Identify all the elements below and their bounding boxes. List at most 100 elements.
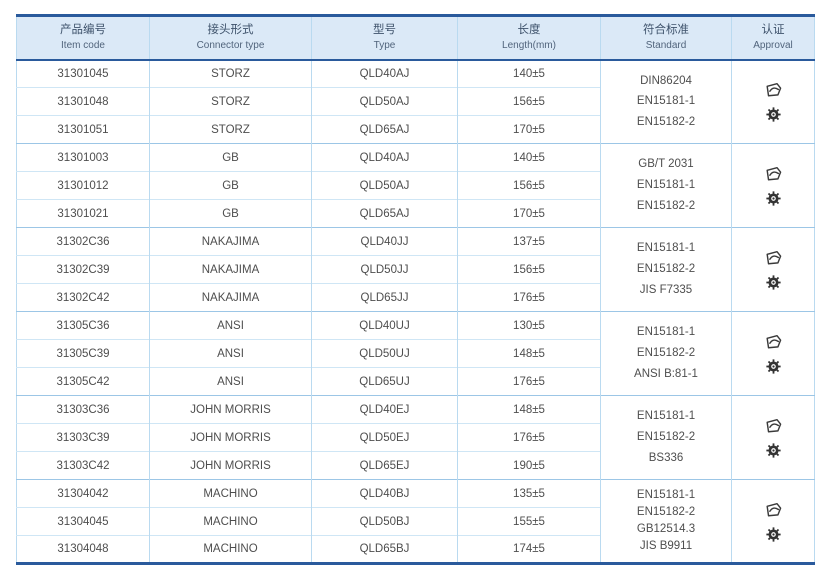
table-row: 31305C36 ANSI QLD40UJ 130±5 EN15181-1 EN15182… [16,311,815,396]
standards-cell: EN15181-1 EN15182-2 GB12514.3 JIS B9911 [600,479,732,564]
length-cell: 156±5 [457,87,601,116]
table-row: 31301021 GB QLD65AJ 170±5 [16,199,815,228]
connector-type-cell: NAKAJIMA [149,255,312,284]
table-row: 31301048 STORZ QLD50AJ 156±5 [16,87,815,116]
standard-line: EN15181-1 [636,326,696,339]
item-code-cell: 31305C42 [16,367,150,396]
header-length: 长度 Length(mm) [457,15,601,61]
connector-type-cell: ANSI [149,311,312,340]
standards-cell: EN15181-1 EN15182-2 JIS F7335 [600,227,732,312]
header-approval: 认证 Approval [731,15,815,61]
certification-logo-icon [763,417,783,434]
length-cell: 155±5 [457,507,601,536]
item-code-cell: 31303C42 [16,451,150,480]
type-cell: QLD65BJ [311,535,458,564]
type-cell: QLD65UJ [311,367,458,396]
type-cell: QLD40AJ [311,59,458,88]
type-cell: QLD50JJ [311,255,458,284]
product-spec-table: 产品编号 Item code 接头形式 Connector type 型号 Ty… [16,14,815,565]
table-row: 31303C42 JOHN MORRIS QLD65EJ 190±5 [16,451,815,480]
type-cell: QLD50AJ [311,171,458,200]
table-row: 31305C39 ANSI QLD50UJ 148±5 [16,339,815,368]
item-code-cell: 31301045 [57,67,109,80]
type-cell: QLD40AJ [311,143,458,172]
connector-type-cell: MACHINO [149,535,312,564]
approval-cell [731,479,815,564]
product-spec-table-wrap: 产品编号 Item code 接头形式 Connector type 型号 Ty… [16,14,815,565]
type-cell: QLD40UJ [311,311,458,340]
type-cell: QLD50EJ [311,423,458,452]
item-code-cell: 31301003 [16,143,150,172]
connector-type-cell: JOHN MORRIS [149,395,312,424]
type-cell: QLD40EJ [311,395,458,424]
standard-line: EN15181-1 [636,488,696,501]
approval-cell [731,311,815,396]
header-approval-zh: 认证 [761,24,785,37]
standards-cell: EN15181-1 EN15182-2 ANSI B:81-1 [600,311,732,396]
length-cell: 176±5 [457,367,601,396]
wheelmark-icon [765,191,781,206]
connector-type-cell: GB [149,143,312,172]
length-cell: 148±5 [457,339,601,368]
wheelmark-icon [765,359,781,374]
type-cell: QLD65JJ [311,283,458,312]
table-body: 31301045 STORZ QLD40AJ 140±5 DIN86204 EN15181… [16,59,815,564]
approval-icon-stack [734,417,812,458]
header-length-en: Length(mm) [502,39,556,51]
item-code-cell: 31304045 [16,507,150,536]
standard-line: EN15182-2 [636,431,696,444]
table-row: 31301051 STORZ QLD65AJ 170±5 [16,115,815,144]
table-row: 31301003 GB QLD40AJ 140±5 GB/T 2031 EN15181-1… [16,143,815,228]
item-code-cell: 31303C39 [16,423,150,452]
wheelmark-icon [765,443,781,458]
certification-logo-icon [763,165,783,182]
header-type-zh: 型号 [373,24,396,37]
header-row: 产品编号 Item code 接头形式 Connector type 型号 Ty… [16,15,815,61]
item-code-cell: 31301051 [16,115,150,144]
wheelmark-icon [765,275,781,290]
type-cell: QLD65AJ [311,115,458,144]
standard-line: EN15181-1 [636,242,696,255]
length-cell: 156±5 [457,171,601,200]
table-row: 31304048 MACHINO QLD65BJ 174±5 [16,535,815,564]
standard-line: JIS B9911 [639,540,693,553]
item-code-cell: 31302C39 [16,255,150,284]
standard-line: ANSI B:81-1 [634,367,698,380]
table-row: 31301012 GB QLD50AJ 156±5 [16,171,815,200]
table-row: 31302C42 NAKAJIMA QLD65JJ 176±5 [16,283,815,312]
header-item-code-en: Item code [61,39,105,51]
connector-type-cell: MACHINO [149,479,312,508]
header-type: 型号 Type [311,15,458,61]
item-code-cell: 31301012 [16,171,150,200]
header-standard-en: Standard [645,39,687,51]
table-header: 产品编号 Item code 接头形式 Connector type 型号 Ty… [16,15,815,61]
approval-cell [731,59,815,144]
item-code-cell: 31301021 [16,199,150,228]
standard-line: EN15181-1 [636,179,696,192]
length-cell: 176±5 [457,423,601,452]
connector-type-cell: ANSI [149,339,312,368]
header-standard: 符合标准 Standard [600,15,732,61]
header-connector-type-zh: 接头形式 [207,24,254,37]
type-cell: QLD50AJ [311,87,458,116]
item-code-cell: 31301048 [16,87,150,116]
approval-cell [731,143,815,228]
item-code-cell: 31302C42 [16,283,150,312]
standard-line: EN15182-2 [636,116,696,129]
type-cell: QLD65EJ [311,451,458,480]
standards-cell: DIN86204 EN15181-1 EN15182-2 [600,59,732,144]
wheelmark-icon [765,107,781,122]
length-cell: 137±5 [457,227,601,256]
approval-icon-stack [734,333,812,374]
header-approval-en: Approval [753,39,793,51]
table-row: 31304042 MACHINO QLD40BJ 135±5 EN15181-1 EN15… [16,479,815,564]
type-cell: QLD40BJ [311,479,458,508]
certification-logo-icon [763,249,783,266]
connector-type-cell: STORZ [149,115,312,144]
standard-line: JIS F7335 [639,283,693,296]
standard-line: BS336 [648,451,684,464]
header-connector-type-en: Connector type [196,39,265,51]
approval-cell [731,395,815,480]
table-row: 31303C36 JOHN MORRIS QLD40EJ 148±5 EN15181-1… [16,395,815,480]
connector-type-cell: NAKAJIMA [149,227,312,256]
